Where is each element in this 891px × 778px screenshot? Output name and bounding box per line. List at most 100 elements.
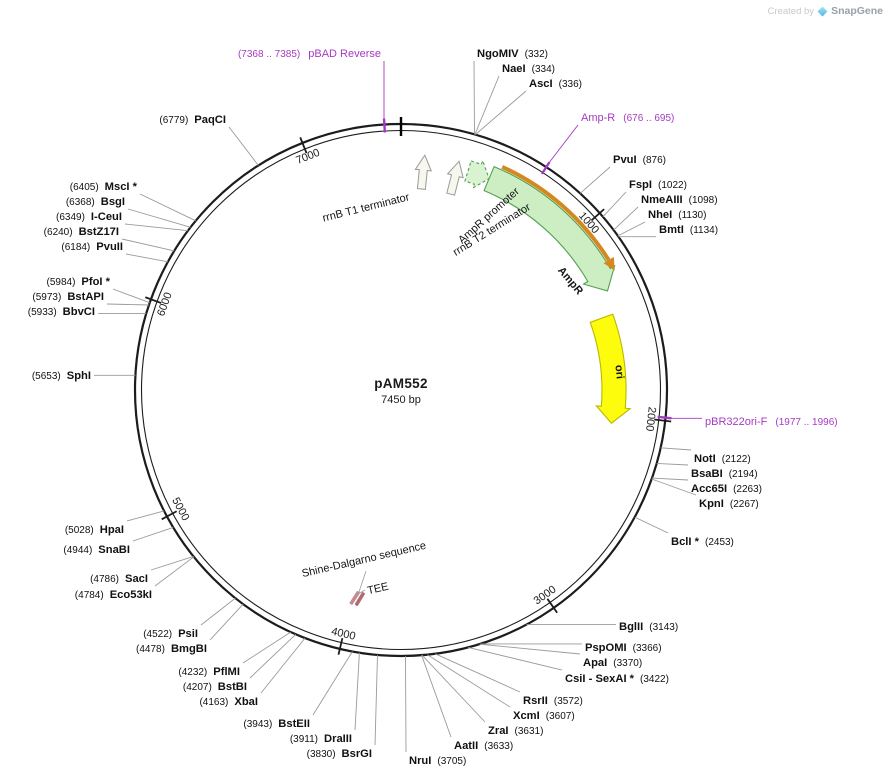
enzyme-label[interactable]: Acc65I (2263)	[691, 483, 762, 495]
enzyme-leader-line	[127, 208, 191, 228]
enzyme-label[interactable]: RsrII (3572)	[523, 695, 583, 707]
feature-label[interactable]: Shine-Dalgarno sequence	[301, 540, 428, 580]
bp-tick	[337, 637, 344, 655]
primer-site-tick[interactable]	[540, 161, 551, 175]
feature-ampr-arrow[interactable]	[501, 165, 611, 262]
enzyme-label[interactable]: (3943) BstEII	[243, 718, 310, 730]
enzyme-label[interactable]: (4207) BstBI	[183, 681, 247, 693]
enzyme-label[interactable]: (6349) I-CeuI	[56, 211, 122, 223]
enzyme-label[interactable]: (4478) BmgBI	[136, 643, 207, 655]
feature-label[interactable]: TEE	[366, 581, 390, 598]
enzyme-leader-line	[474, 75, 500, 135]
enzyme-leader-line	[473, 60, 475, 135]
snapgene-watermark: Created by SnapGene	[768, 5, 883, 17]
enzyme-label[interactable]: XcmI (3607)	[513, 710, 575, 722]
enzyme-leader-line	[126, 510, 165, 522]
enzyme-label[interactable]: BmtI (1134)	[659, 224, 718, 236]
enzyme-label[interactable]: (5653) SphI	[32, 370, 91, 382]
terminator-glyph[interactable]	[443, 159, 467, 196]
enzyme-label[interactable]: (6240) BstZ17I	[44, 226, 119, 238]
enzyme-label[interactable]: NruI (3705)	[409, 755, 466, 767]
plasmid-size: 7450 bp	[381, 394, 421, 406]
bp-tick-label: 4000	[330, 626, 357, 643]
enzyme-label[interactable]: AatII (3633)	[454, 740, 513, 752]
enzyme-label[interactable]: (4163) XbaI	[199, 696, 258, 708]
bp-tick-label: 7000	[294, 147, 321, 167]
enzyme-label[interactable]: (4232) PflMI	[178, 666, 240, 678]
bp-tick	[654, 418, 672, 423]
enzyme-label[interactable]: (3911) DraIII	[290, 733, 352, 745]
bp-tick	[161, 510, 178, 521]
enzyme-leader-line	[374, 654, 378, 746]
enzyme-leader-line	[312, 651, 353, 716]
enzyme-leader-line	[249, 633, 297, 679]
plasmid-title-block: pAM552 7450 bp	[374, 376, 428, 406]
feature-ori-arrow[interactable]	[589, 313, 632, 424]
snapgene-logo-icon	[817, 6, 828, 16]
enzyme-label[interactable]: BglII (3143)	[619, 621, 678, 633]
enzyme-label[interactable]: PspOMI (3366)	[585, 642, 662, 654]
enzyme-leader-line	[656, 462, 689, 466]
label-connector-line	[355, 589, 366, 596]
primer-label[interactable]: Amp-R (676 .. 695)	[581, 112, 674, 124]
enzyme-label[interactable]: ZraI (3631)	[488, 725, 543, 737]
bp-tick	[299, 137, 308, 154]
enzyme-label[interactable]: (3830) BsrGI	[307, 748, 372, 760]
enzyme-label[interactable]: (4522) PsiI	[143, 628, 198, 640]
primer-site-tick[interactable]	[657, 415, 672, 420]
bp-tick	[590, 208, 605, 222]
enzyme-label[interactable]: NgoMIV (332)	[477, 48, 548, 60]
primer-label[interactable]: (7368 .. 7385) pBAD Reverse	[238, 48, 381, 60]
enzyme-label[interactable]: NmeAIII (1098)	[641, 194, 718, 206]
terminator-glyph[interactable]	[413, 154, 433, 190]
watermark-prefix: Created by	[767, 5, 815, 17]
enzyme-label[interactable]: FspI (1022)	[629, 179, 687, 191]
enzyme-label[interactable]: (6405) MscI *	[70, 181, 138, 193]
enzyme-label[interactable]: (6779) PaqCI	[159, 114, 226, 126]
enzyme-leader-line	[421, 655, 452, 738]
enzyme-leader-line	[475, 90, 527, 135]
feature-ampr-arrow[interactable]	[483, 165, 616, 292]
enzyme-label[interactable]: (5933) BbvCI	[28, 306, 95, 318]
enzyme-label[interactable]: (5973) BstAPI	[32, 291, 104, 303]
enzyme-leader-line	[242, 631, 291, 664]
enzyme-label[interactable]: (4784) Eco53kI	[75, 589, 152, 601]
enzyme-leader-line	[132, 526, 174, 542]
enzyme-label[interactable]: NheI (1130)	[648, 209, 706, 221]
enzyme-leader-line	[617, 221, 646, 237]
enzyme-label[interactable]: BsaBI (2194)	[691, 468, 758, 480]
enzyme-leader-line	[651, 478, 697, 496]
enzyme-label[interactable]: NotI (2122)	[694, 453, 751, 465]
enzyme-leader-line	[121, 238, 175, 252]
enzyme-label[interactable]: KpnI (2267)	[699, 498, 759, 510]
primer-label[interactable]: pBR322ori-F (1977 .. 1996)	[705, 416, 838, 428]
enzyme-label[interactable]: (5984) PfoI *	[47, 276, 111, 288]
enzyme-label[interactable]: (4786) SacI	[90, 573, 148, 585]
site-mark[interactable]	[354, 592, 365, 607]
enzyme-label[interactable]: (6368) BsgI	[66, 196, 125, 208]
enzyme-label[interactable]: PvuI (876)	[613, 154, 666, 166]
feature-ampr-promoter-arrow[interactable]	[464, 158, 490, 190]
feature-ampr-arrow-head	[603, 256, 615, 271]
feature-label[interactable]: rrnB T1 terminator	[321, 191, 411, 224]
enzyme-label[interactable]: CsiI - SexAI * (3422)	[565, 673, 669, 685]
bp-tick	[144, 296, 162, 304]
bp-tick	[546, 598, 558, 614]
enzyme-leader-line	[651, 477, 689, 481]
feature-label[interactable]: ori	[612, 364, 625, 379]
enzyme-label[interactable]: AscI (336)	[529, 78, 582, 90]
enzyme-leader-line	[260, 637, 306, 694]
enzyme-label[interactable]: (5028) HpaI	[65, 524, 124, 536]
plasmid-name: pAM552	[374, 376, 428, 391]
bp-tick-label: 5000	[169, 496, 191, 523]
primer-site-tick[interactable]	[382, 118, 387, 133]
enzyme-label[interactable]: (6184) PvuII	[61, 241, 123, 253]
enzyme-label[interactable]: BclI * (2453)	[671, 536, 734, 548]
enzyme-leader-line	[660, 447, 692, 451]
enzyme-label[interactable]: ApaI (3370)	[583, 657, 642, 669]
enzyme-label[interactable]: (4944) SnaBI	[63, 544, 130, 556]
enzyme-label[interactable]: NaeI (334)	[502, 63, 555, 75]
enzyme-leader-line	[613, 206, 639, 231]
